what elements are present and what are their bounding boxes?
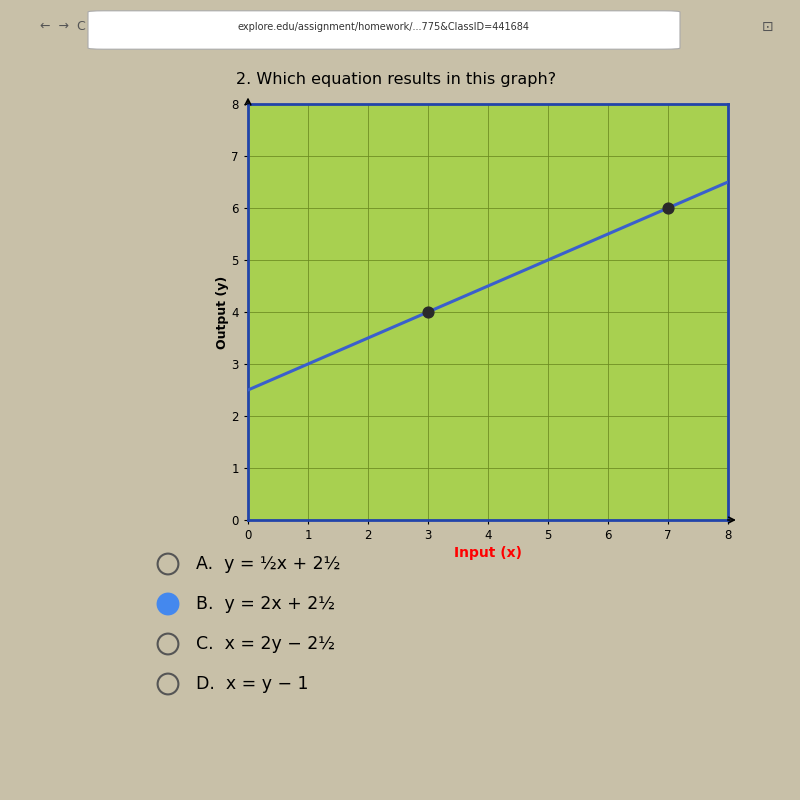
Text: ⊡: ⊡: [762, 20, 774, 34]
Y-axis label: Output (y): Output (y): [216, 275, 229, 349]
FancyBboxPatch shape: [88, 10, 680, 50]
Text: D.  x = y − 1: D. x = y − 1: [196, 675, 309, 693]
Text: ←  →  C: ← → C: [40, 21, 86, 34]
Point: [662, 202, 674, 214]
Text: C.  x = 2y − 2½: C. x = 2y − 2½: [196, 635, 335, 653]
Text: A.  y = ½x + 2½: A. y = ½x + 2½: [196, 555, 340, 573]
Text: explore.edu/assignment/homework/...775&ClassID=441684: explore.edu/assignment/homework/...775&C…: [238, 22, 530, 32]
Text: B.  y = 2x + 2½: B. y = 2x + 2½: [196, 595, 335, 613]
Point: [422, 306, 434, 318]
Text: 2. Which equation results in this graph?: 2. Which equation results in this graph?: [236, 72, 556, 87]
X-axis label: Input (x): Input (x): [454, 546, 522, 560]
